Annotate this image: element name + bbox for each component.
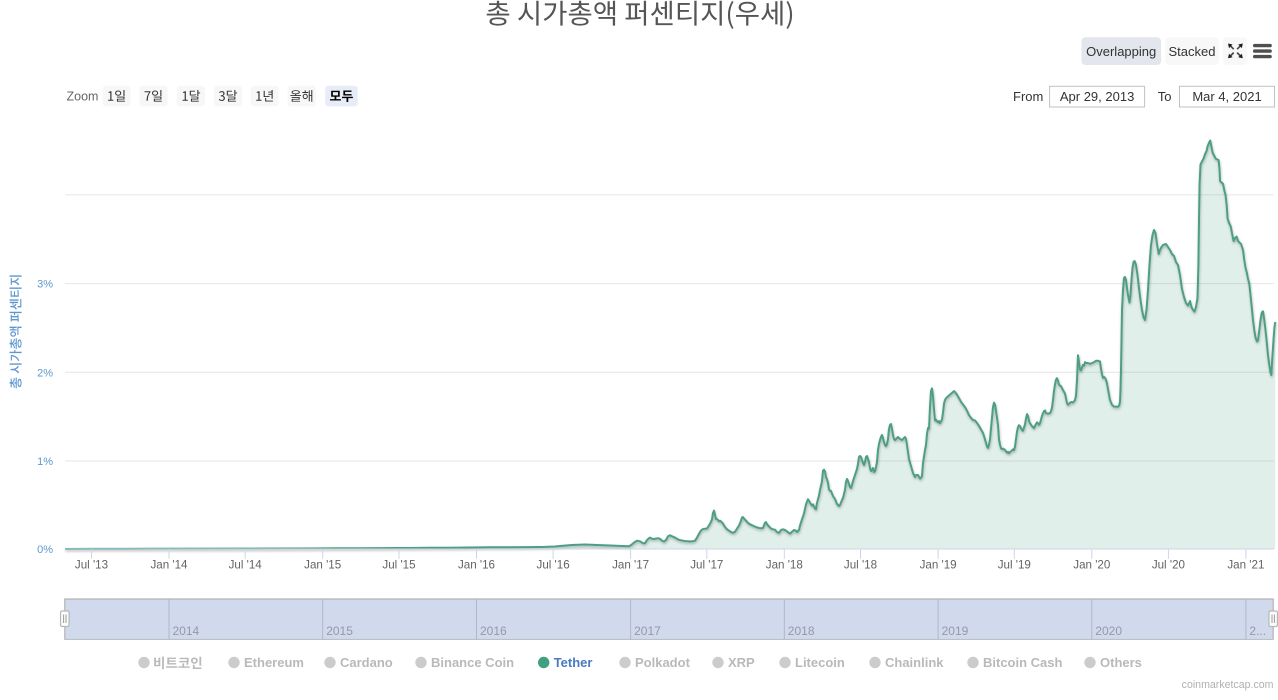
svg-text:Jan '19: Jan '19	[920, 559, 957, 572]
svg-text:Polkadot: Polkadot	[635, 655, 691, 670]
svg-text:XRP: XRP	[728, 655, 755, 670]
svg-text:2...: 2...	[1249, 624, 1266, 638]
svg-text:Stacked: Stacked	[1169, 44, 1216, 59]
svg-text:2015: 2015	[326, 624, 353, 638]
svg-text:coinmarketcap.com: coinmarketcap.com	[1182, 679, 1274, 691]
svg-text:2020: 2020	[1095, 624, 1122, 638]
svg-text:Mar 4, 2021: Mar 4, 2021	[1192, 89, 1261, 104]
svg-text:Chainlink: Chainlink	[885, 655, 944, 670]
svg-text:3%: 3%	[37, 279, 53, 291]
svg-text:2%: 2%	[37, 367, 53, 379]
svg-text:1%: 1%	[37, 456, 53, 468]
svg-text:Jul '20: Jul '20	[1152, 559, 1185, 572]
svg-text:Jul '17: Jul '17	[690, 559, 723, 572]
svg-text:Jul '15: Jul '15	[382, 559, 415, 572]
svg-text:Jan '16: Jan '16	[458, 559, 495, 572]
svg-text:Others: Others	[1100, 655, 1142, 670]
svg-text:0%: 0%	[37, 544, 53, 556]
svg-text:Apr 29, 2013: Apr 29, 2013	[1060, 89, 1134, 104]
svg-text:2014: 2014	[173, 624, 200, 638]
svg-text:Overlapping: Overlapping	[1086, 44, 1156, 59]
svg-text:Jan '21: Jan '21	[1227, 559, 1264, 572]
svg-text:Jan '15: Jan '15	[304, 559, 341, 572]
svg-text:Binance Coin: Binance Coin	[431, 655, 514, 670]
svg-text:Jul '13: Jul '13	[75, 559, 108, 572]
svg-text:Jan '20: Jan '20	[1073, 559, 1110, 572]
svg-text:Cardano: Cardano	[340, 655, 393, 670]
svg-text:Ethereum: Ethereum	[244, 655, 304, 670]
svg-text:2016: 2016	[480, 624, 507, 638]
svg-text:Jul '14: Jul '14	[229, 559, 263, 572]
svg-text:2018: 2018	[788, 624, 815, 638]
svg-text:Jul '18: Jul '18	[844, 559, 877, 572]
svg-text:To: To	[1158, 89, 1172, 104]
svg-text:From: From	[1013, 89, 1043, 104]
svg-text:Tether: Tether	[554, 655, 593, 670]
svg-text:Jan '17: Jan '17	[612, 559, 649, 572]
svg-text:Jul '16: Jul '16	[537, 559, 570, 572]
svg-text:Bitcoin Cash: Bitcoin Cash	[983, 655, 1063, 670]
svg-text:Jan '14: Jan '14	[150, 559, 188, 572]
svg-text:Zoom: Zoom	[67, 90, 99, 104]
svg-text:2017: 2017	[634, 624, 661, 638]
svg-text:Jul '19: Jul '19	[998, 559, 1031, 572]
svg-text:2019: 2019	[942, 624, 969, 638]
svg-text:Jan '18: Jan '18	[766, 559, 803, 572]
svg-text:Litecoin: Litecoin	[795, 655, 845, 670]
